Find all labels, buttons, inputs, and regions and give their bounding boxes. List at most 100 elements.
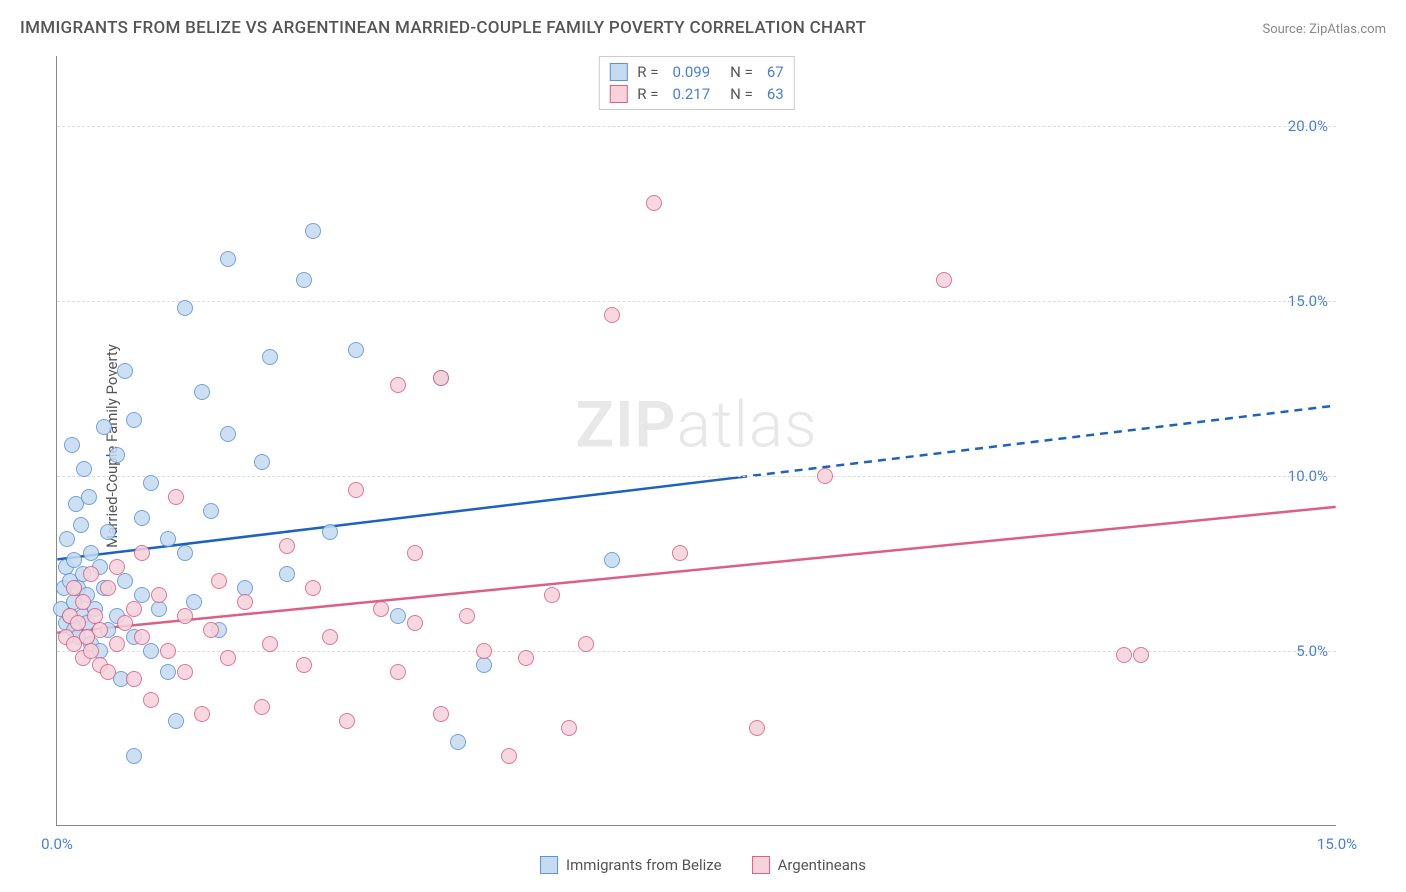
- chart-title: IMMIGRANTS FROM BELIZE VS ARGENTINEAN MA…: [20, 18, 866, 38]
- y-tick-label: 15.0%: [1288, 292, 1328, 310]
- data-point: [646, 195, 662, 211]
- data-point: [160, 531, 176, 547]
- data-point: [92, 622, 108, 638]
- data-point: [476, 657, 492, 673]
- series-legend: Immigrants from Belize Argentineans: [540, 856, 866, 874]
- data-point: [339, 713, 355, 729]
- data-point: [96, 419, 112, 435]
- data-point: [1133, 647, 1149, 663]
- data-point: [262, 636, 278, 652]
- data-point: [220, 650, 236, 666]
- data-point: [203, 622, 219, 638]
- data-point: [134, 510, 150, 526]
- data-point: [64, 437, 80, 453]
- data-point: [501, 748, 517, 764]
- legend-swatch-argentineans: [609, 85, 627, 103]
- data-point: [126, 412, 142, 428]
- data-point: [75, 594, 91, 610]
- data-point: [160, 643, 176, 659]
- data-point: [279, 566, 295, 582]
- data-point: [254, 454, 270, 470]
- correlation-legend: R = 0.099 N = 67 R = 0.217 N = 63: [598, 56, 794, 110]
- data-point: [126, 601, 142, 617]
- data-point: [390, 377, 406, 393]
- data-point: [305, 223, 321, 239]
- legend-r-label: R =: [637, 85, 658, 103]
- gridline: [57, 126, 1336, 127]
- data-point: [459, 608, 475, 624]
- data-point: [83, 566, 99, 582]
- data-point: [81, 489, 97, 505]
- legend-swatch-belize: [540, 856, 558, 874]
- chart-container: IMMIGRANTS FROM BELIZE VS ARGENTINEAN MA…: [0, 0, 1406, 892]
- legend-item-belize: Immigrants from Belize: [540, 856, 722, 874]
- data-point: [117, 573, 133, 589]
- data-point: [117, 615, 133, 631]
- data-point: [373, 601, 389, 617]
- data-point: [322, 629, 338, 645]
- y-tick-label: 20.0%: [1288, 117, 1328, 135]
- data-point: [296, 272, 312, 288]
- legend-label-argentineans: Argentineans: [778, 856, 866, 874]
- data-point: [143, 643, 159, 659]
- data-point: [143, 692, 159, 708]
- data-point: [578, 636, 594, 652]
- data-point: [177, 664, 193, 680]
- data-point: [254, 699, 270, 715]
- data-point: [390, 664, 406, 680]
- data-point: [237, 594, 253, 610]
- x-tick-label: 15.0%: [1317, 835, 1357, 853]
- legend-row-belize: R = 0.099 N = 67: [609, 61, 783, 83]
- data-point: [134, 629, 150, 645]
- legend-n-value-argentineans: 63: [767, 85, 784, 103]
- data-point: [1116, 647, 1132, 663]
- data-point: [134, 545, 150, 561]
- data-point: [561, 720, 577, 736]
- data-point: [936, 272, 952, 288]
- data-point: [476, 643, 492, 659]
- data-point: [100, 524, 116, 540]
- data-point: [109, 447, 125, 463]
- trend-lines-svg: [57, 56, 1336, 825]
- data-point: [407, 545, 423, 561]
- legend-n-value-belize: 67: [767, 63, 784, 81]
- gridline: [57, 476, 1336, 477]
- legend-r-value-belize: 0.099: [672, 63, 710, 81]
- data-point: [109, 559, 125, 575]
- data-point: [604, 307, 620, 323]
- data-point: [177, 300, 193, 316]
- legend-n-label: N =: [730, 85, 753, 103]
- legend-swatch-argentineans: [752, 856, 770, 874]
- data-point: [59, 531, 75, 547]
- data-point: [433, 706, 449, 722]
- data-point: [194, 384, 210, 400]
- data-point: [117, 363, 133, 379]
- data-point: [143, 475, 159, 491]
- x-tick-label: 0.0%: [41, 835, 73, 853]
- legend-n-label: N =: [730, 63, 753, 81]
- data-point: [433, 370, 449, 386]
- data-point: [126, 671, 142, 687]
- data-point: [305, 580, 321, 596]
- data-point: [76, 461, 92, 477]
- data-point: [126, 748, 142, 764]
- data-point: [160, 664, 176, 680]
- data-point: [194, 706, 210, 722]
- data-point: [544, 587, 560, 603]
- data-point: [279, 538, 295, 554]
- legend-label-belize: Immigrants from Belize: [566, 856, 722, 874]
- data-point: [749, 720, 765, 736]
- data-point: [817, 468, 833, 484]
- source-attribution: Source: ZipAtlas.com: [1262, 22, 1386, 37]
- data-point: [262, 349, 278, 365]
- legend-row-argentineans: R = 0.217 N = 63: [609, 83, 783, 105]
- data-point: [450, 734, 466, 750]
- data-point: [348, 342, 364, 358]
- data-point: [100, 580, 116, 596]
- data-point: [151, 601, 167, 617]
- data-point: [168, 489, 184, 505]
- gridline: [57, 301, 1336, 302]
- data-point: [672, 545, 688, 561]
- data-point: [100, 664, 116, 680]
- plot-area: ZIPatlas R = 0.099 N = 67 R = 0.217 N = …: [56, 56, 1336, 826]
